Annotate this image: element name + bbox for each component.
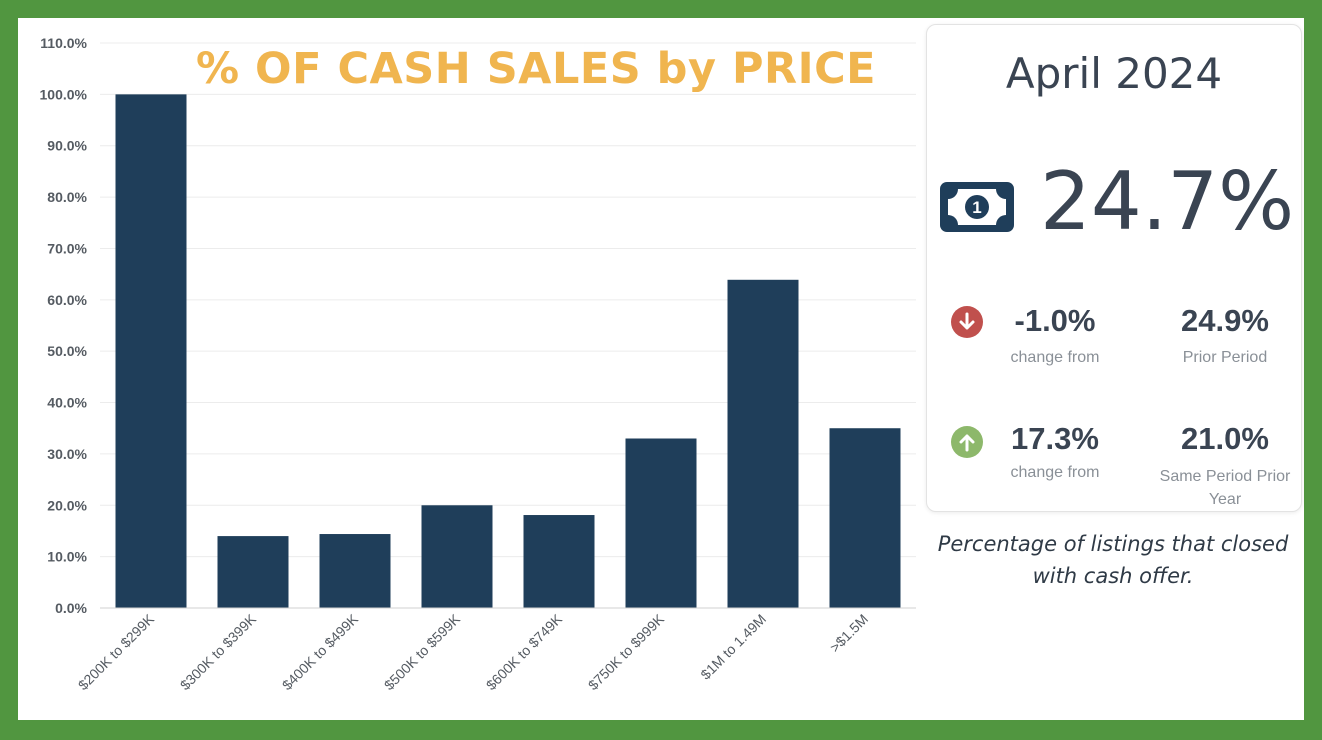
prior-period-value: 24.9% xyxy=(1181,303,1269,338)
x-tick-label: >$1.5M xyxy=(827,611,872,656)
prior-year-label: Same Period Prior Year xyxy=(1159,468,1291,508)
x-tick-label: $500K to $599K xyxy=(381,610,464,693)
y-tick-label: 20.0% xyxy=(47,497,87,513)
bar xyxy=(727,279,799,608)
y-tick-label: 10.0% xyxy=(47,549,87,565)
prior-year-value: 21.0% xyxy=(1181,421,1269,456)
report-panel: 0.0% 10.0% 20.0% 30.0% 40.0% 50.0% 60.0% 70.0% 8… xyxy=(18,18,1304,720)
prior-period-change: -1.0% xyxy=(1014,303,1096,338)
x-tick-label: $1M to 1.49M xyxy=(697,611,769,683)
bar xyxy=(217,536,289,608)
prior-year-change-label: change from xyxy=(1010,464,1100,481)
bar xyxy=(421,505,493,608)
bar xyxy=(115,94,187,608)
x-tick-label: $300K to $399K xyxy=(177,610,260,693)
prior-period-label: Prior Period xyxy=(1182,349,1268,366)
y-tick-label: 90.0% xyxy=(47,138,87,154)
y-tick-label: 0.0% xyxy=(55,600,87,616)
y-tick-label: 30.0% xyxy=(47,446,87,462)
bar xyxy=(319,534,391,608)
y-tick-label: 40.0% xyxy=(47,395,87,411)
x-tick-label: $400K to $499K xyxy=(279,610,362,693)
money-bill-icon: 1 xyxy=(940,182,1014,232)
y-tick-label: 110.0% xyxy=(40,35,87,51)
summary-card: April 2024 1 24.7% -1.0% change from 24.… xyxy=(926,24,1302,512)
x-tick-label: $750K to $999K xyxy=(585,610,668,693)
y-tick-label: 50.0% xyxy=(47,343,87,359)
cash-sales-percentage: 24.7% xyxy=(1040,155,1295,248)
prior-year-change: 17.3% xyxy=(1011,421,1099,456)
x-tick-label: $600K to $749K xyxy=(483,610,566,693)
arrow-up-icon xyxy=(951,426,983,458)
y-tick-label: 70.0% xyxy=(47,240,87,256)
bar-chart: 0.0% 10.0% 20.0% 30.0% 40.0% 50.0% 60.0% 70.0% 8… xyxy=(40,35,916,693)
period-label: April 2024 xyxy=(1005,49,1223,98)
bar xyxy=(829,428,901,608)
y-tick-label: 100.0% xyxy=(40,86,88,102)
y-tick-label: 60.0% xyxy=(47,292,87,308)
y-tick-label: 80.0% xyxy=(47,189,87,205)
svg-text:1: 1 xyxy=(972,198,981,217)
x-tick-label: $200K to $299K xyxy=(75,610,158,693)
chart-caption: Percentage of listings that closed with … xyxy=(937,532,1289,588)
bar xyxy=(523,515,595,608)
chart-title: % OF CASH SALES by PRICE xyxy=(196,44,877,94)
arrow-down-icon xyxy=(951,306,983,338)
prior-period-change-label: change from xyxy=(1010,349,1100,366)
bar xyxy=(625,438,697,608)
